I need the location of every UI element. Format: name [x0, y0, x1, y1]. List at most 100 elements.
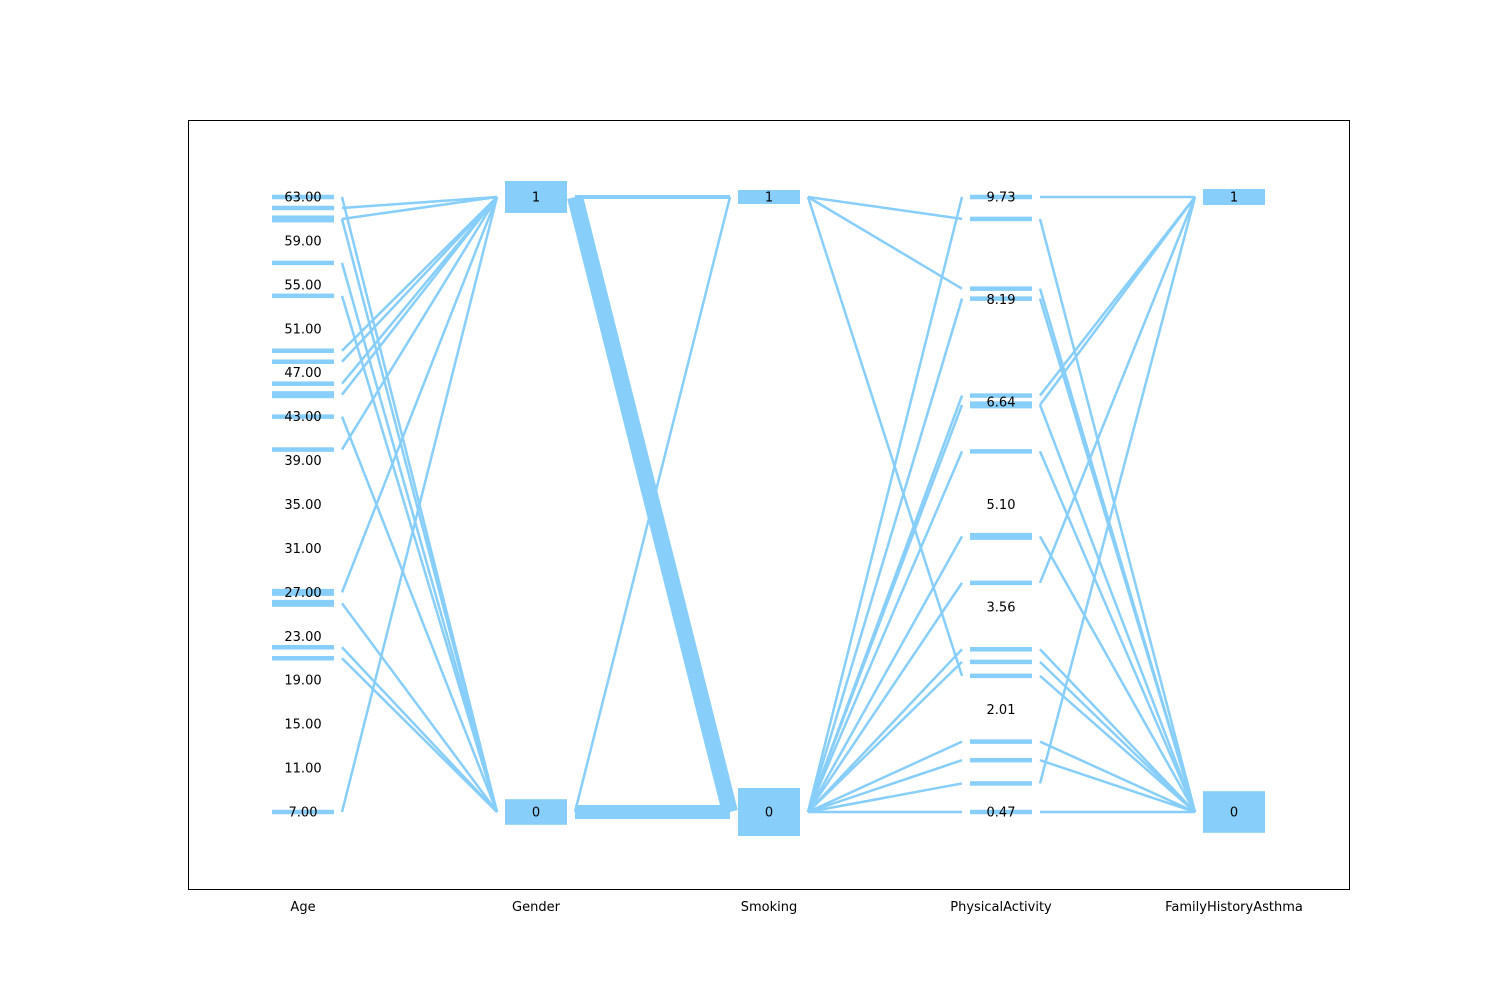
node-smoking-1: [738, 190, 800, 204]
tick-label-age-14: 7.00: [289, 806, 318, 821]
node-age-26: [272, 599, 334, 607]
link-physicalactivity-9-4-to-familyhistoryasthma-0-38: [1038, 218, 1197, 813]
link-gender-0-to-smoking-1-19: [573, 196, 732, 813]
link-physicalactivity-6-6-to-familyhistoryasthma-0-43: [1038, 404, 1197, 813]
node-age-45: [272, 391, 334, 399]
node-age-40: [272, 447, 334, 452]
tick-label-age-12: 15.00: [284, 718, 321, 733]
link-age-49-to-gender-1-6: [341, 196, 498, 352]
tick-label-physicalactivity-2: 6.64: [987, 396, 1016, 411]
link-smoking-0-to-physicalactivity-8-2-25: [806, 298, 964, 813]
link-physicalactivity-1-25-to-familyhistoryasthma-0-51: [1039, 759, 1196, 814]
node-familyhistoryasthma-0: [1203, 791, 1265, 833]
links-layer: [340, 195, 1197, 819]
category-label-familyhistoryasthma-0: 0: [1230, 806, 1238, 821]
link-smoking-0-to-physicalactivity-5-9-28: [806, 450, 964, 813]
link-smoking-1-to-physicalactivity-2-52-23: [806, 196, 964, 677]
tick-label-age-4: 47.00: [284, 366, 321, 381]
link-age-62-to-gender-1-1: [341, 195, 498, 210]
link-age-61-to-gender-0-3: [340, 218, 499, 813]
link-smoking-0-to-physicalactivity-0-9-35: [807, 782, 963, 814]
tick-label-age-8: 31.00: [284, 542, 321, 557]
plot-frame: [188, 120, 1350, 890]
link-smoking-1-to-physicalactivity-8-35-22: [807, 195, 963, 290]
tick-label-age-2: 55.00: [284, 278, 321, 293]
axis-label-physicalactivity: PhysicalActivity: [950, 900, 1052, 915]
tick-label-age-5: 43.00: [284, 410, 321, 425]
node-physicalactivity-5-9: [970, 449, 1032, 454]
node-age-57: [272, 260, 334, 266]
link-physicalactivity-6-6-to-familyhistoryasthma-1-42: [1038, 196, 1197, 406]
link-age-54-to-gender-0-5: [340, 295, 499, 813]
category-label-smoking-0: 0: [765, 806, 773, 821]
tick-label-physicalactivity-4: 3.56: [987, 600, 1016, 615]
link-age-27-to-gender-1-12: [340, 196, 499, 593]
tick-label-age-13: 11.00: [284, 762, 321, 777]
node-age-43: [272, 414, 334, 419]
tick-label-age-6: 39.00: [284, 454, 321, 469]
node-age-63: [272, 194, 334, 200]
link-smoking-0-to-physicalactivity-9-73-24: [806, 196, 964, 813]
node-smoking-0: [738, 788, 800, 836]
node-physicalactivity-3-92: [970, 580, 1032, 586]
link-age-48-to-gender-1-7: [341, 196, 498, 363]
link-physicalactivity-5-9-to-familyhistoryasthma-0-44: [1038, 450, 1197, 813]
link-smoking-1-to-physicalactivity-9-4-21: [807, 195, 963, 221]
link-physicalactivity-2-92-to-familyhistoryasthma-0-47: [1039, 648, 1196, 813]
tick-label-age-3: 51.00: [284, 322, 321, 337]
link-smoking-0-to-physicalactivity-4-62-29: [806, 535, 964, 813]
node-physicalactivity-9-4: [970, 216, 1032, 222]
link-age-26-to-gender-0-13: [340, 602, 499, 813]
node-age-46: [272, 381, 334, 386]
link-physicalactivity-1-53-to-familyhistoryasthma-0-50: [1039, 740, 1196, 814]
link-smoking-0-to-physicalactivity-2-73-32: [807, 661, 963, 813]
node-age-22: [272, 645, 334, 650]
link-age-45-to-gender-1-9: [341, 196, 498, 396]
link-smoking-0-to-physicalactivity-6-6-27: [806, 404, 964, 813]
node-physicalactivity-2-73: [970, 659, 1032, 665]
labels-layer: 63.00 59.00 55.00 51.00 47.00 43.00 39.00 35.00…: [284, 191, 1302, 916]
category-label-familyhistoryasthma-1: 1: [1230, 191, 1238, 206]
tick-label-physicalactivity-5: 2.01: [987, 703, 1016, 718]
node-physicalactivity-6-74: [970, 393, 1032, 398]
tick-label-age-7: 35.00: [284, 498, 321, 513]
link-physicalactivity-0-9-to-familyhistoryasthma-1-52: [1038, 196, 1197, 784]
link-age-61-to-gender-1-2: [341, 195, 498, 221]
category-label-gender-0: 0: [532, 806, 540, 821]
link-smoking-0-to-physicalactivity-1-25-34: [807, 759, 963, 814]
link-physicalactivity-4-62-to-familyhistoryasthma-0-45: [1038, 535, 1197, 813]
tick-label-physicalactivity-3: 5.10: [987, 498, 1016, 513]
node-physicalactivity-8-35: [970, 286, 1032, 291]
category-label-gender-1: 1: [532, 191, 540, 206]
node-physicalactivity-4-62: [970, 532, 1032, 540]
node-physicalactivity-0-9: [970, 781, 1032, 786]
tick-label-age-0: 63.00: [284, 191, 321, 206]
tick-label-physicalactivity-6: 0.47: [987, 806, 1016, 821]
axis-label-gender: Gender: [512, 900, 561, 915]
node-age-21: [272, 656, 334, 661]
node-gender-1: [505, 181, 567, 213]
node-age-48: [272, 359, 334, 364]
node-gender-0: [505, 799, 567, 825]
node-age-62: [272, 205, 334, 211]
node-physicalactivity-8-2: [970, 296, 1032, 301]
tick-label-age-11: 19.00: [284, 674, 321, 689]
tick-label-physicalactivity-0: 9.73: [987, 191, 1016, 206]
axis-label-smoking: Smoking: [741, 900, 798, 915]
node-physicalactivity-2-92: [970, 647, 1032, 652]
link-smoking-0-to-physicalactivity-3-92-30: [806, 582, 964, 813]
link-age-22-to-gender-0-14: [341, 646, 498, 813]
tick-label-age-1: 59.00: [284, 234, 321, 249]
node-age-27: [272, 588, 334, 596]
link-smoking-0-to-physicalactivity-2-92-31: [807, 648, 963, 813]
node-physicalactivity-1-25: [970, 757, 1032, 763]
link-smoking-0-to-physicalactivity-1-53-33: [807, 740, 963, 814]
axis-label-familyhistoryasthma: FamilyHistoryAsthma: [1165, 900, 1303, 915]
link-age-43-to-gender-0-10: [340, 416, 499, 813]
link-physicalactivity-2-52-to-familyhistoryasthma-0-49: [1039, 674, 1196, 813]
node-age-49: [272, 348, 334, 353]
link-age-21-to-gender-0-15: [341, 657, 498, 813]
tick-label-physicalactivity-1: 8.19: [987, 293, 1016, 308]
node-physicalactivity-2-52: [970, 673, 1032, 679]
